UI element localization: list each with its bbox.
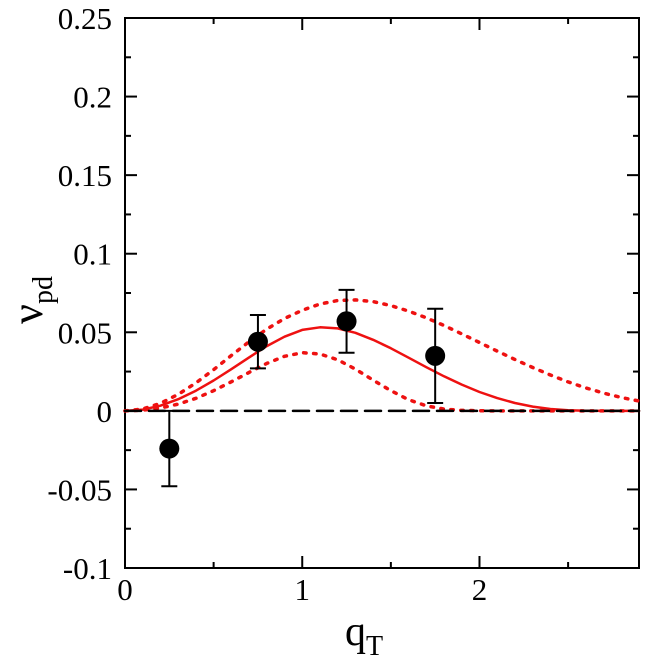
- axis-ticks: [124, 17, 639, 569]
- y-axis-label-subscript: pd: [28, 276, 59, 304]
- x-tick-label: 1: [294, 572, 310, 607]
- x-axis-label-subscript: T: [366, 631, 383, 655]
- data-point: [159, 438, 180, 459]
- y-axis-label-main: ν: [3, 304, 52, 324]
- model-curve-solid-1: [123, 326, 641, 413]
- y-tick-label: 0.05: [58, 315, 112, 350]
- y-tick-label: -0.1: [63, 551, 112, 586]
- data-point: [336, 311, 357, 332]
- model-curve-dotted-3: [123, 350, 641, 413]
- y-axis-label: νpd: [3, 276, 59, 324]
- tick-labels: 0 1 2 -0.1 -0.05 0 0.05 0.1 0.15 0.2 0.25: [47, 1, 487, 607]
- data-point: [425, 345, 446, 366]
- y-tick-label: 0.1: [73, 237, 112, 272]
- y-tick-label: 0.2: [73, 80, 112, 115]
- y-tick-label: -0.05: [47, 472, 112, 507]
- y-tick-label: 0: [97, 394, 113, 429]
- plot-frame: [124, 17, 640, 569]
- y-tick-label: 0.25: [58, 1, 112, 36]
- x-tick-label: 2: [472, 572, 488, 607]
- x-axis-label-main: q: [345, 609, 366, 655]
- series-layer: [123, 288, 641, 488]
- y-tick-label: 0.15: [58, 158, 112, 193]
- x-tick-label: 0: [117, 572, 133, 607]
- data-point: [247, 331, 268, 352]
- x-axis-label: qT: [345, 609, 383, 655]
